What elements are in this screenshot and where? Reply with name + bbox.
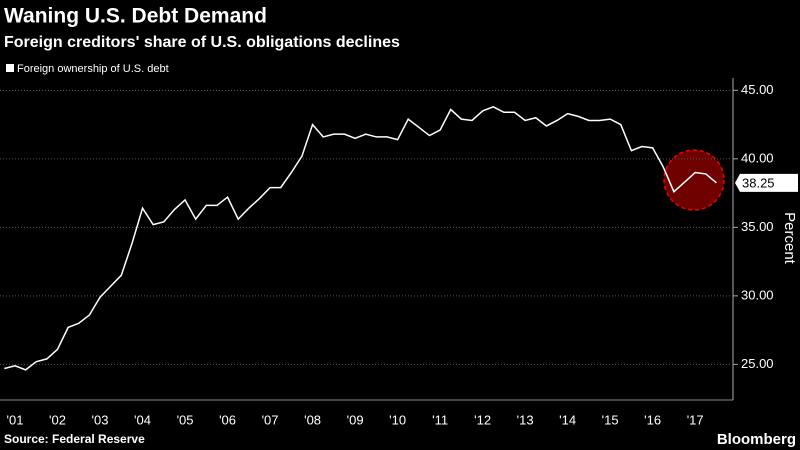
- legend-label: Foreign ownership of U.S. debt: [17, 63, 169, 75]
- y-tick-label: 40.00: [741, 150, 774, 165]
- source: Source: Federal Reserve: [4, 432, 145, 446]
- y-tick-label: 25.00: [741, 356, 774, 371]
- x-tick-label: '14: [559, 412, 576, 427]
- x-tick-label: '07: [262, 412, 279, 427]
- y-axis-label: Percent: [781, 212, 798, 265]
- x-tick-label: '15: [602, 412, 619, 427]
- x-tick-label: '02: [49, 412, 66, 427]
- y-tick-label: 35.00: [741, 219, 774, 234]
- value-label-box: [735, 173, 798, 192]
- x-tick-label: '04: [134, 412, 151, 427]
- x-tick-label: '01: [7, 412, 24, 427]
- legend-swatch: [6, 64, 14, 72]
- x-tick-label: '16: [644, 412, 661, 427]
- line: [4, 105, 717, 371]
- x-tick-label: '09: [347, 412, 364, 427]
- x-tick-label: '06: [219, 412, 236, 427]
- brand: Bloomberg: [717, 431, 796, 448]
- x-tick-label: '11: [432, 412, 448, 427]
- x-tick-label: '05: [177, 412, 194, 427]
- y-tick-label: 30.00: [741, 287, 774, 302]
- x-tick-label: '17: [687, 412, 704, 427]
- x-tick-label: '03: [92, 412, 109, 427]
- chart-title: Waning U.S. Debt Demand: [4, 5, 267, 28]
- value-label: 38.25: [742, 175, 775, 190]
- x-tick-label: '10: [389, 412, 406, 427]
- y-tick-label: 45.00: [741, 82, 774, 97]
- x-tick-label: '08: [304, 412, 321, 427]
- chart-subtitle: Foreign creditors' share of U.S. obligat…: [4, 34, 400, 51]
- x-tick-label: '13: [517, 412, 534, 427]
- x-tick-label: '12: [474, 412, 491, 427]
- highlight-circle: [663, 149, 725, 211]
